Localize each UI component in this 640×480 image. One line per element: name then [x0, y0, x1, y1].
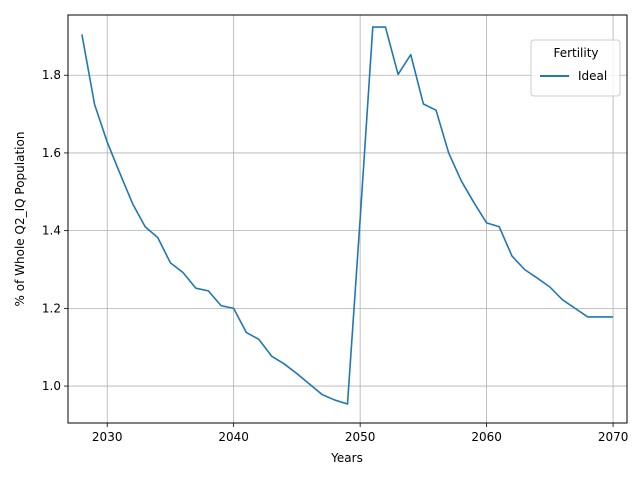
x-axis-label: Years: [330, 451, 363, 465]
y-tick-label: 1.8: [42, 68, 61, 82]
y-tick-label: 1.6: [42, 146, 61, 160]
legend-label-ideal: Ideal: [578, 69, 607, 83]
plot-frame: [67, 14, 628, 424]
series-line-ideal: [81, 26, 614, 405]
y-tick-label: 1.2: [42, 301, 61, 315]
x-tick-label: 2050: [345, 430, 376, 444]
x-axis-ticks: 2030 2040 2050 2060 2070: [92, 423, 628, 444]
y-axis-label: % of Whole Q2_IQ Population: [13, 132, 27, 307]
y-axis-ticks: 1.0 1.2 1.4 1.6 1.8: [42, 68, 68, 393]
x-tick-label: 2070: [598, 430, 629, 444]
legend-title: Fertility: [553, 46, 598, 60]
series-layer: [81, 26, 614, 405]
x-tick-label: 2060: [471, 430, 502, 444]
y-tick-label: 1.0: [42, 379, 61, 393]
x-tick-label: 2030: [92, 430, 123, 444]
y-tick-label: 1.4: [42, 224, 61, 238]
legend-box: [530, 39, 621, 97]
legend: Fertility Ideal: [530, 39, 621, 97]
x-tick-label: 2040: [218, 430, 249, 444]
